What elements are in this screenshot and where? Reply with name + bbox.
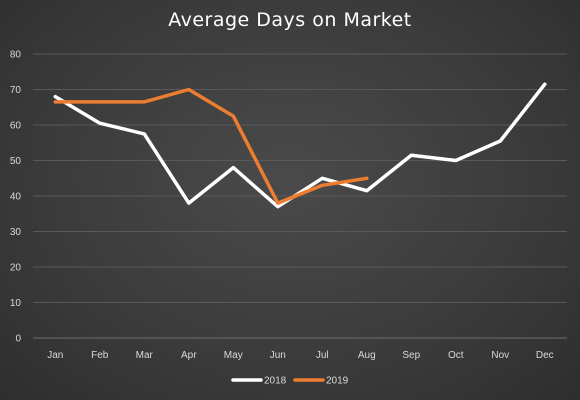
y-tick-label: 60 bbox=[10, 121, 22, 132]
y-tick-label: 70 bbox=[10, 85, 22, 96]
x-tick-label: Jun bbox=[270, 350, 286, 361]
x-tick-label: Sep bbox=[402, 350, 420, 361]
y-tick-label: 20 bbox=[10, 263, 22, 274]
x-tick-label: Jul bbox=[316, 350, 329, 361]
x-tick-label: Dec bbox=[536, 350, 554, 361]
x-tick-label: Apr bbox=[181, 350, 197, 361]
legend-label-2018: 2018 bbox=[264, 376, 287, 387]
y-axis-ticks: 0 10 20 30 40 50 60 70 80 bbox=[10, 50, 22, 345]
legend-label-2019: 2019 bbox=[326, 376, 349, 387]
x-axis-ticks: Jan Feb Mar Apr May Jun Jul Aug Sep Oct Nov Dec bbox=[47, 350, 553, 361]
x-tick-label: Jan bbox=[47, 350, 63, 361]
y-tick-label: 50 bbox=[10, 156, 22, 167]
x-tick-label: Nov bbox=[491, 350, 509, 361]
y-tick-label: 30 bbox=[10, 227, 22, 238]
chart-title: Average Days on Market bbox=[168, 9, 412, 31]
x-tick-label: Oct bbox=[448, 350, 464, 361]
series-lines bbox=[53, 82, 547, 209]
y-tick-label: 40 bbox=[10, 192, 22, 203]
x-tick-label: Feb bbox=[91, 350, 109, 361]
y-tick-label: 0 bbox=[15, 334, 21, 345]
series-line-2019 bbox=[53, 87, 369, 205]
y-tick-label: 10 bbox=[10, 298, 22, 309]
x-tick-label: May bbox=[224, 350, 243, 361]
legend: 2018 2019 bbox=[231, 376, 349, 387]
x-tick-label: Aug bbox=[358, 350, 376, 361]
y-tick-label: 80 bbox=[10, 50, 22, 61]
x-tick-label: Mar bbox=[136, 350, 154, 361]
